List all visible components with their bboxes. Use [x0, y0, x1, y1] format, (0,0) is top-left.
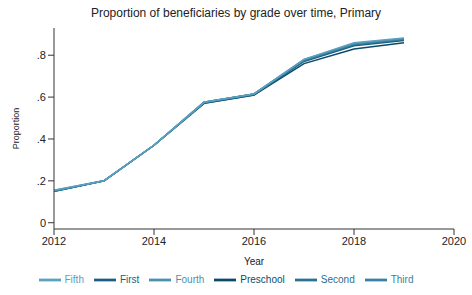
svg-text:2018: 2018 [342, 235, 366, 247]
svg-text:.6: .6 [37, 91, 46, 103]
svg-text:Proportion: Proportion [11, 108, 21, 150]
svg-text:.8: .8 [37, 49, 46, 61]
html-text:Fifth: Fifth [64, 273, 84, 285]
svg-text:0: 0 [40, 217, 46, 229]
svg-text:Year: Year [244, 256, 265, 267]
html-text:Second: Second [320, 273, 355, 285]
html-text:Fourth: Fourth [175, 273, 205, 285]
html-text:First: First [120, 273, 140, 285]
svg-text:.2: .2 [37, 175, 46, 187]
svg-text:2012: 2012 [42, 235, 66, 247]
html-text:Preschool: Preschool [240, 273, 285, 285]
html-text:Proportion of beneficiaries by: Proportion of beneficiaries by grade ove… [90, 6, 382, 20]
svg-text:2014: 2014 [142, 235, 166, 247]
svg-text:2020: 2020 [442, 235, 464, 247]
svg-text:.4: .4 [37, 133, 46, 145]
svg-text:2016: 2016 [242, 235, 266, 247]
html-text:Third: Third [390, 273, 414, 285]
